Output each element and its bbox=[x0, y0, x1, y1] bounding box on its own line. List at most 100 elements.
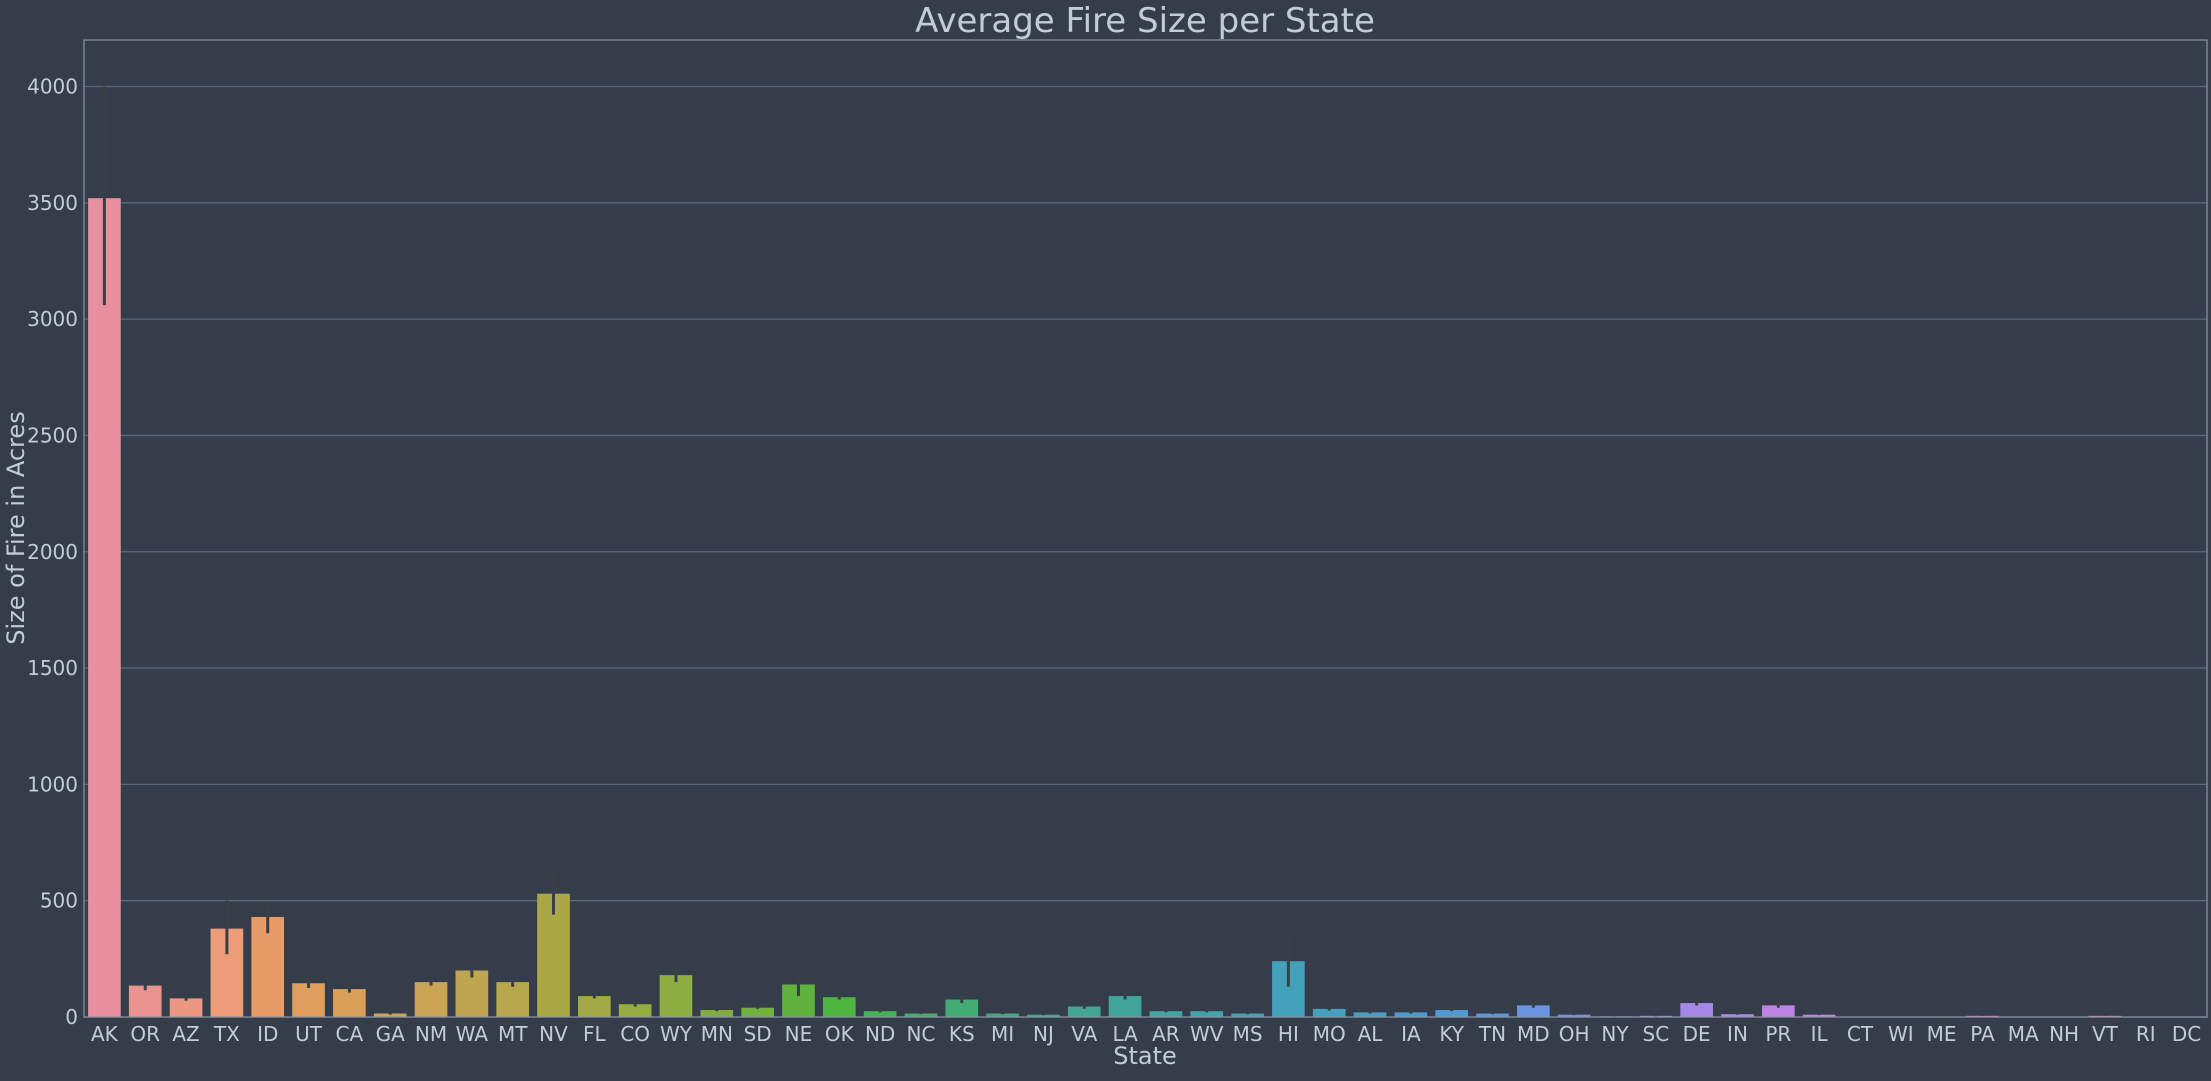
x-tick-label: PR bbox=[1765, 1022, 1791, 1046]
x-tick-label: CA bbox=[336, 1022, 364, 1046]
x-tick-label: AL bbox=[1358, 1022, 1384, 1046]
x-tick-label: IA bbox=[1401, 1022, 1421, 1046]
x-tick-label: OK bbox=[825, 1022, 855, 1046]
bar-in bbox=[1721, 1014, 1754, 1017]
x-axis-label: State bbox=[1113, 1042, 1177, 1070]
x-tick-label: WA bbox=[456, 1022, 489, 1046]
x-tick-label: DC bbox=[2172, 1022, 2201, 1046]
x-tick-label: MI bbox=[991, 1022, 1014, 1046]
x-tick-label: LA bbox=[1112, 1022, 1138, 1046]
x-tick-label: AR bbox=[1152, 1022, 1180, 1046]
x-tick-label: NY bbox=[1601, 1022, 1629, 1046]
x-tick-label: OH bbox=[1559, 1022, 1590, 1046]
x-tick-label: WV bbox=[1190, 1022, 1224, 1046]
bar-nm bbox=[414, 982, 448, 1017]
x-tick-label: CO bbox=[620, 1022, 650, 1046]
y-tick-label: 3500 bbox=[27, 191, 78, 215]
x-tick-label: DE bbox=[1683, 1022, 1711, 1046]
x-tick-label: PA bbox=[1970, 1022, 1995, 1046]
x-tick-label: SC bbox=[1643, 1022, 1670, 1046]
x-tick-label: NV bbox=[539, 1022, 568, 1046]
bar-la bbox=[1108, 996, 1142, 1017]
y-tick-label: 2500 bbox=[27, 423, 78, 447]
x-tick-label: ME bbox=[1927, 1022, 1957, 1046]
bar-wv bbox=[1190, 1011, 1224, 1017]
x-tick-label: MT bbox=[498, 1022, 528, 1046]
bar-oh bbox=[1557, 1014, 1591, 1017]
x-tick-label: SD bbox=[744, 1022, 772, 1046]
x-tick-label: WY bbox=[660, 1022, 693, 1046]
y-tick-label: 500 bbox=[40, 889, 78, 913]
x-tick-label: VA bbox=[1071, 1022, 1097, 1046]
bar-ar bbox=[1149, 1011, 1183, 1017]
bar-il bbox=[1802, 1014, 1836, 1017]
bar-nc bbox=[904, 1013, 938, 1017]
y-tick-label: 4000 bbox=[27, 75, 78, 99]
bar-ok bbox=[822, 997, 856, 1017]
bar-ia bbox=[1394, 1012, 1428, 1017]
x-tick-label: RI bbox=[2136, 1022, 2156, 1046]
y-tick-label: 1000 bbox=[27, 772, 78, 796]
x-tick-label: GA bbox=[376, 1022, 405, 1046]
x-axis-ticks: AK OR AZ TX ID UT CA GA NM WA MT NV FL CO WY MN SD NE OK ND… bbox=[91, 1022, 2201, 1046]
x-tick-label: UT bbox=[295, 1022, 323, 1046]
y-tick-label: 0 bbox=[65, 1005, 78, 1029]
chart-title: Average Fire Size per State bbox=[915, 1, 1375, 41]
x-tick-label: NE bbox=[785, 1022, 813, 1046]
bar-ky bbox=[1435, 1010, 1469, 1017]
x-tick-label: ND bbox=[865, 1022, 895, 1046]
bar-ks bbox=[945, 999, 979, 1017]
y-axis-ticks: 0 500 1000 1500 2000 2500 3000 3500 4000 bbox=[27, 75, 78, 1029]
bar-mn bbox=[700, 1010, 734, 1017]
y-tick-label: 1500 bbox=[27, 656, 78, 680]
bar-co bbox=[618, 1004, 652, 1017]
x-tick-label: WI bbox=[1888, 1022, 1914, 1046]
bar-sd bbox=[741, 1007, 774, 1017]
x-tick-label: IN bbox=[1727, 1022, 1748, 1046]
x-tick-label: FL bbox=[583, 1022, 607, 1046]
bar-wy bbox=[659, 975, 693, 1017]
bar-wa bbox=[455, 970, 489, 1017]
x-tick-label: NJ bbox=[1033, 1022, 1054, 1046]
bar-ca bbox=[333, 989, 366, 1017]
y-tick-label: 3000 bbox=[27, 307, 78, 331]
bar-fl bbox=[578, 996, 611, 1017]
bar-al bbox=[1353, 1012, 1387, 1017]
y-axis-label: Size of Fire in Acres bbox=[2, 411, 30, 644]
bar-mo bbox=[1312, 1008, 1346, 1017]
bar-md bbox=[1517, 1005, 1550, 1017]
bar-ms bbox=[1231, 1013, 1264, 1017]
y-tick-label: 2000 bbox=[27, 540, 78, 564]
x-tick-label: MN bbox=[701, 1022, 733, 1046]
x-tick-label: NC bbox=[906, 1022, 935, 1046]
bars bbox=[88, 198, 2203, 1018]
bar-ut bbox=[292, 983, 325, 1017]
bar-mt bbox=[496, 982, 530, 1017]
x-tick-label: ID bbox=[257, 1022, 278, 1046]
bar-de bbox=[1680, 1003, 1713, 1017]
grid-lines bbox=[84, 85, 2207, 1018]
bar-or bbox=[128, 985, 162, 1017]
x-tick-label: CT bbox=[1847, 1022, 1874, 1046]
bar-az bbox=[169, 998, 203, 1017]
x-tick-label: KS bbox=[949, 1022, 975, 1046]
bar-va bbox=[1067, 1006, 1101, 1017]
x-tick-label: TX bbox=[213, 1022, 240, 1046]
bar-id bbox=[251, 916, 285, 1017]
x-tick-label: AK bbox=[91, 1022, 119, 1046]
x-tick-label: MD bbox=[1517, 1022, 1550, 1046]
x-tick-label: MS bbox=[1233, 1022, 1263, 1046]
x-tick-label: NM bbox=[415, 1022, 447, 1046]
bar-ak bbox=[88, 198, 121, 1017]
bar-mi bbox=[986, 1013, 1019, 1017]
x-tick-label: TN bbox=[1478, 1022, 1506, 1046]
bar-nj bbox=[1027, 1014, 1060, 1017]
x-tick-label: HI bbox=[1278, 1022, 1299, 1046]
bar-nd bbox=[863, 1011, 897, 1017]
plot-frame bbox=[83, 39, 2208, 1018]
x-tick-label: KY bbox=[1439, 1022, 1464, 1046]
bar-pr bbox=[1761, 1005, 1795, 1017]
x-tick-label: MO bbox=[1313, 1022, 1346, 1046]
